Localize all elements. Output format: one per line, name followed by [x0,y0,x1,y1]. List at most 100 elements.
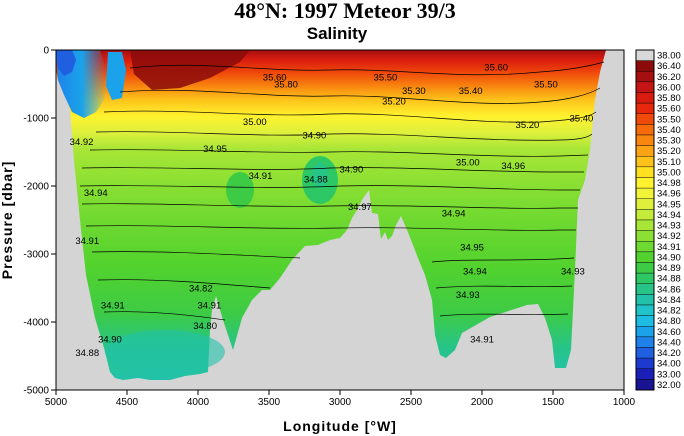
contour-lines [79,61,605,321]
colorbar-label: 34.40 [657,337,681,348]
colorbar-swatch [635,219,655,231]
colorbar-swatch [635,294,655,306]
colorbar-swatch [635,209,655,221]
colorbar-swatch [635,283,655,295]
contour-label: 34.94 [442,209,466,220]
contour-label: 34.92 [70,137,94,148]
salinity-field [56,50,606,380]
colorbar-swatch [635,71,655,83]
contour-label: 35.30 [402,86,426,97]
contour-label: 34.90 [303,130,327,141]
colorbar-label: 34.90 [657,252,681,263]
x-tick-label: 3000 [329,397,352,408]
labrador-sea-core [56,50,76,76]
contour-label: 35.20 [382,96,406,107]
colorbar-swatch [635,357,655,369]
contour-label: 34.91 [470,334,494,345]
colorbar-label: 35.60 [657,104,681,115]
y-tick-label: -4000 [23,318,49,329]
colorbar-label: 34.98 [657,178,681,189]
contour-label: 35.40 [459,86,483,97]
colorbar-label: 34.93 [657,221,681,232]
colorbar-label: 32.00 [657,380,681,391]
chart-subtitle: Salinity [307,24,368,43]
colorbar-swatch [635,336,655,348]
colorbar-swatch [635,92,655,104]
colorbar-label: 35.40 [657,125,681,136]
colorbar-swatch [635,230,655,242]
colorbar-swatch [635,145,655,157]
subtropical-salty-core [130,50,250,90]
x-tick-label: 5000 [45,397,68,408]
colorbar-label: 34.82 [657,306,681,317]
contour-label: 34.97 [348,202,372,213]
colorbar-label: 36.20 [657,72,681,83]
colorbar-swatch [635,304,655,316]
chart-title: 48°N: 1997 Meteor 39/3 [234,0,456,23]
surface-cyan-patch [106,52,126,100]
x-tick-label: 4000 [187,397,210,408]
contour-label: 34.90 [98,334,122,345]
contour-label: 35.80 [274,79,298,90]
contour-label: 34.82 [189,283,213,294]
contour-label: 34.95 [460,243,484,254]
colorbar-label: 35.50 [657,114,681,125]
colorbar-label: 34.94 [657,210,681,221]
contour-label: 34.94 [463,266,487,277]
colorbar-swatch [635,368,655,380]
contour-label: 34.93 [561,266,585,277]
colorbar-frame [635,49,655,391]
colorbar-swatch [635,60,655,72]
colorbar-swatch [635,347,655,359]
colorbar-swatch [635,251,655,263]
contour-label: 35.50 [534,79,558,90]
colorbar-label: 34.86 [657,284,681,295]
colorbar-swatch [635,326,655,338]
colorbar-swatch [635,379,655,391]
colorbar-label: 34.92 [657,231,681,242]
x-axis: 5000 4500 4000 3500 3000 2500 2000 1500 1000 [45,390,636,408]
colorbar-swatch [635,49,655,61]
y-tick-label: -2000 [23,182,49,193]
contour-label: 35.20 [516,120,540,131]
y-tick-label: -1000 [23,114,49,125]
colorbar-label: 38.00 [657,51,681,62]
colorbar-swatch [635,156,655,168]
contour-label: 34.94 [84,188,108,199]
colorbar-label: 34.80 [657,316,681,327]
colorbar-label: 34.84 [657,295,681,306]
contour-labels: 35.6035.5035.4035.4035.2035.6035.8035.50… [70,62,594,359]
contour-label: 34.88 [304,175,328,186]
contour-label: 34.90 [339,164,363,175]
x-tick-label: 1500 [542,397,565,408]
x-tick-label: 4500 [116,397,139,408]
colorbar-swatch [635,241,655,253]
contour-label: 35.50 [374,73,398,84]
y-axis-title: Pressure [dbar] [0,161,15,279]
colorbar-legend: 38.0036.4036.2036.0035.8035.6035.5035.40… [635,49,681,391]
plot-area [56,50,624,390]
colorbar-swatch [635,102,655,114]
x-tick-label: 3500 [258,397,281,408]
colorbar-label: 36.40 [657,61,681,72]
x-axis-title: Longitude [°W] [283,418,397,434]
x-tick-label: 2500 [400,397,423,408]
contour-label: 34.95 [203,144,227,155]
colorbar-swatch [635,113,655,125]
contour-label: 34.91 [101,300,125,311]
y-tick-label: -5000 [23,386,49,397]
colorbar-swatch [635,124,655,136]
contour-label: 35.40 [570,113,594,124]
colorbar-label: 33.00 [657,369,681,380]
colorbar-label: 34.89 [657,263,681,274]
colorbar-label: 34.60 [657,327,681,338]
contour-label: 34.91 [75,236,99,247]
bottom-cyan-patch [105,330,225,374]
colorbar-swatch [635,315,655,327]
colorbar-label: 35.00 [657,167,681,178]
colorbar-swatch [635,134,655,146]
colorbar-label: 34.20 [657,348,681,359]
contour-label: 35.60 [484,62,508,73]
x-tick-label: 2000 [471,397,494,408]
